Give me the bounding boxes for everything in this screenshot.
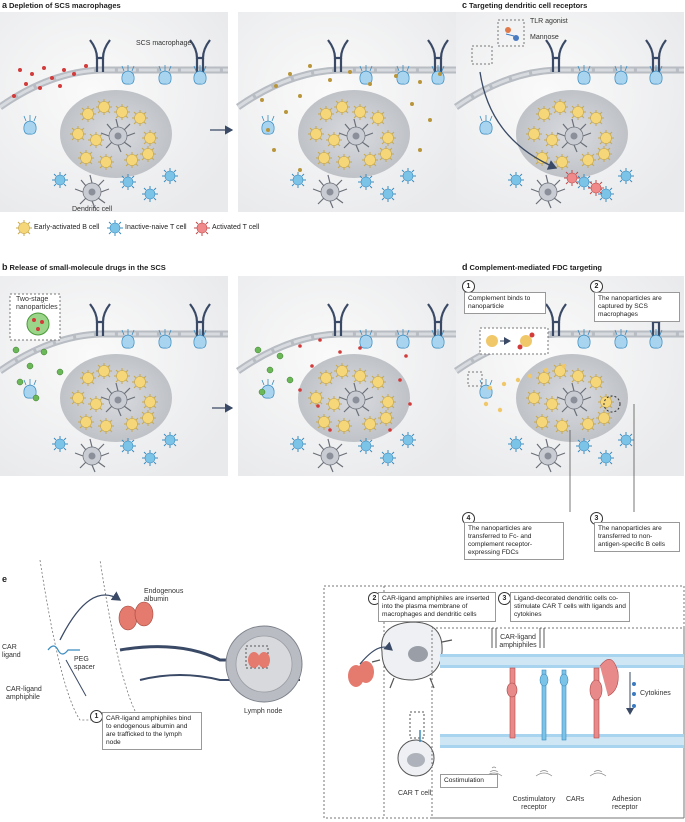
dendritic-cell-label: Dendritic cell bbox=[72, 206, 113, 213]
endogenous-albumin-label: Endogenous albumin bbox=[144, 588, 184, 604]
panel-d bbox=[456, 276, 684, 512]
panel-d-title: d Complement-mediated FDC targeting bbox=[462, 262, 602, 272]
mannose-label: Mannose bbox=[530, 34, 559, 41]
legend-tcell-icon bbox=[106, 219, 124, 237]
panel-d-step4-text: The nanoparticles are transferred to Fc-… bbox=[464, 522, 564, 560]
panel-a-letter: a bbox=[2, 0, 8, 10]
panel-e-title: e bbox=[2, 574, 9, 584]
costimulation-label: Costimulation bbox=[440, 774, 498, 788]
adhesion-receptor-label: Adhesion receptor bbox=[612, 796, 642, 812]
costimulatory-receptor-label: Costimulatory receptor bbox=[512, 796, 556, 812]
legend-activated-tcell-label: Activated T cell bbox=[212, 224, 260, 231]
legend-item-bcell: Early-activated B cell bbox=[34, 224, 99, 231]
legend-item-tcell: Inactive-naive T cell bbox=[125, 224, 187, 231]
panel-e-step3-text: Ligand-decorated dendritic cells co-stim… bbox=[510, 592, 630, 622]
panel-d-step3-text: The nanoparticles are transferred to non… bbox=[594, 522, 680, 552]
car-t-cell-label: CAR T cell bbox=[398, 790, 432, 797]
panel-b-title: b Release of small-molecule drugs in the … bbox=[2, 262, 166, 272]
peg-spacer-label: PEG spacer bbox=[74, 656, 96, 672]
two-stage-nanoparticles-label: Two-stage nanoparticles bbox=[16, 296, 58, 312]
cytokines-label: Cytokines bbox=[640, 690, 671, 697]
cars-label: CARs bbox=[566, 796, 585, 803]
panel-a-right bbox=[238, 12, 466, 212]
legend-bcell-icon bbox=[15, 219, 33, 237]
panel-c bbox=[456, 12, 684, 212]
panel-c-title-text: Targeting dendritic cell receptors bbox=[469, 1, 588, 10]
car-ligand-amphiphile-label: CAR-ligand amphiphile bbox=[6, 686, 42, 702]
panel-e-letter: e bbox=[2, 574, 8, 584]
panel-b-left bbox=[0, 276, 228, 476]
panel-d-letter: d bbox=[462, 262, 468, 272]
panel-d-step1-number: 1 bbox=[462, 280, 475, 293]
panel-c-letter: c bbox=[462, 0, 468, 10]
scs-macrophage-label: SCS macrophage bbox=[136, 40, 192, 47]
panel-a-title-text: Depletion of SCS macrophages bbox=[9, 1, 121, 10]
panel-d-title-text: Complement-mediated FDC targeting bbox=[469, 263, 603, 272]
legend-item-activated-tcell: Activated T cell bbox=[212, 224, 259, 231]
legend-bcell-label: Early-activated B cell bbox=[34, 224, 100, 231]
panel-c-title: c Targeting dendritic cell receptors bbox=[462, 0, 587, 10]
panel-e-step2-text: CAR-ligand amphiphiles are inserted into… bbox=[378, 592, 496, 622]
panel-d-step4-number: 4 bbox=[462, 512, 475, 525]
panel-a-left bbox=[0, 12, 228, 212]
tlr-agonist-label: TLR agonist bbox=[530, 18, 568, 25]
panel-d-step1-text: Complement binds to nanoparticle bbox=[464, 292, 546, 314]
panel-e-step1-text: CAR-ligand amphiphiles bind to endogenou… bbox=[102, 712, 202, 750]
panel-a-title: a Depletion of SCS macrophages bbox=[2, 0, 121, 10]
lymph-node-label: Lymph node bbox=[244, 708, 283, 715]
panel-e bbox=[39, 559, 685, 819]
panel-d-step2-text: The nanoparticles are captured by SCS ma… bbox=[594, 292, 680, 322]
car-ligand-amphiphiles-label: CAR-ligand amphiphiles bbox=[499, 634, 537, 650]
panel-b-right bbox=[238, 276, 466, 476]
legend-activated-tcell-icon bbox=[193, 219, 211, 237]
panel-b-letter: b bbox=[2, 262, 8, 272]
panel-b-title-text: Release of small-molecule drugs in the S… bbox=[9, 263, 166, 272]
car-ligand-label: CAR ligand bbox=[2, 644, 21, 660]
legend-tcell-label: Inactive-naive T cell bbox=[125, 224, 187, 231]
